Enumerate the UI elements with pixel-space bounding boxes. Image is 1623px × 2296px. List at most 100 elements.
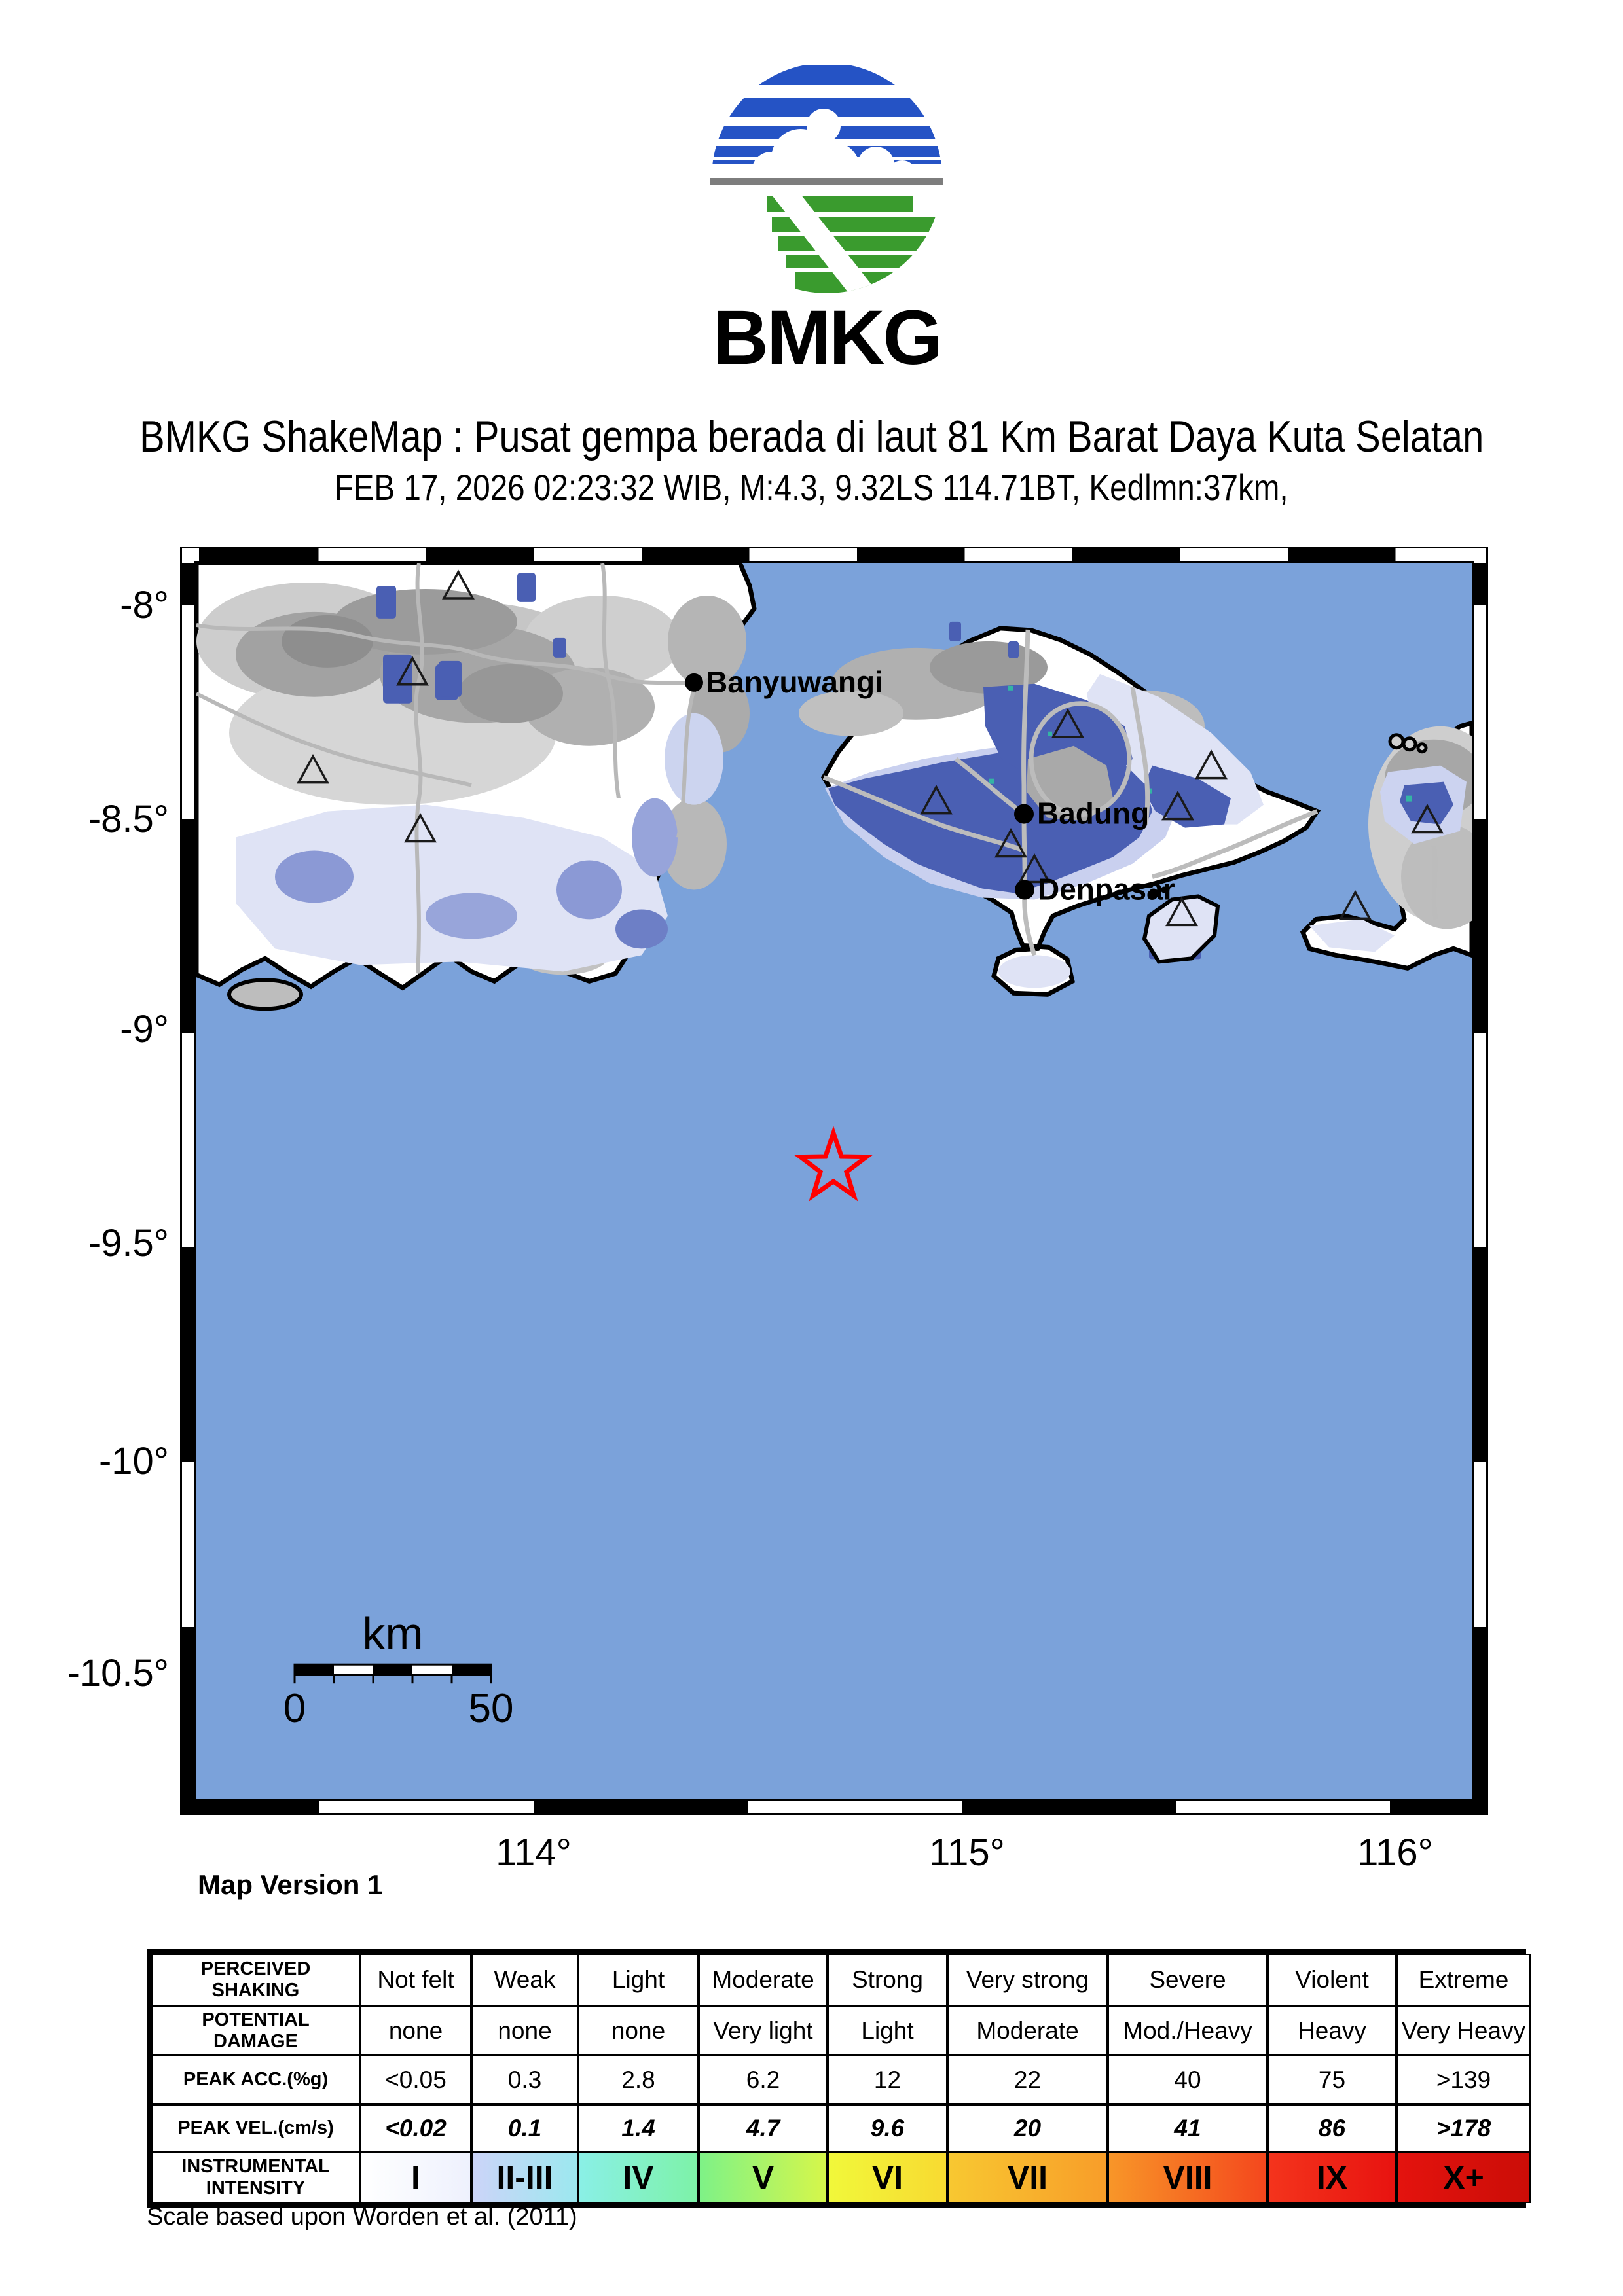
- lombok-road: [1431, 845, 1438, 920]
- page-title: BMKG ShakeMap : Pusat gempa berada di la…: [0, 411, 1623, 462]
- page-subtitle-text: FEB 17, 2026 02:23:32 WIB, M:4.3, 9.32LS…: [334, 467, 1289, 508]
- legend-cell: Heavy: [1267, 2006, 1396, 2055]
- intensity-cell-VII: VII: [947, 2152, 1108, 2203]
- lat-label-9: -9°: [120, 1008, 169, 1050]
- legend-cell: Very strong: [947, 1954, 1108, 2006]
- legend-cell: none: [578, 2006, 699, 2055]
- legend-cell: 22: [947, 2055, 1108, 2104]
- legend-cell: 4.7: [699, 2104, 828, 2152]
- intensity-cell-VI: VI: [828, 2152, 947, 2203]
- volcano-icon: [920, 785, 953, 815]
- city-label-denpasar: Denpasar: [1038, 872, 1175, 906]
- map-frame-band-bottom: [182, 1799, 1486, 1813]
- legend-cell: Moderate: [699, 1954, 828, 2006]
- city-dot-badung: [1014, 804, 1034, 824]
- legend-cell: none: [471, 2006, 578, 2055]
- volcano-icon: [1195, 749, 1228, 780]
- map-frame-band-left: [182, 563, 196, 1799]
- lat-label-10-5: -10.5°: [67, 1652, 169, 1695]
- lon-label-115: 115°: [929, 1831, 1005, 1874]
- legend-cell: Not felt: [360, 1954, 471, 2006]
- legend-row-header: INSTRUMENTAL INTENSITY: [151, 2152, 360, 2203]
- page-subtitle: FEB 17, 2026 02:23:32 WIB, M:4.3, 9.32LS…: [0, 466, 1623, 509]
- city-label-banyuwangi: Banyuwangi: [706, 665, 883, 699]
- lon-label-116: 116°: [1357, 1831, 1433, 1874]
- volcano-icon: [1051, 708, 1084, 738]
- legend-cell: Severe: [1108, 1954, 1267, 2006]
- legend-cell: <0.02: [360, 2104, 471, 2152]
- legend-cell: Strong: [828, 1954, 947, 2006]
- volcano-icon: [994, 827, 1027, 858]
- volcano-icon: [442, 569, 475, 600]
- legend-cell: Violent: [1267, 1954, 1396, 2006]
- bali-landmass: [799, 621, 1321, 997]
- volcano-icon: [1339, 889, 1372, 920]
- bmkg-emblem-icon: [710, 65, 943, 293]
- map-frame: Banyuwangi Badung Denpasar km 0 5: [180, 547, 1488, 1815]
- java-shaking-light: [236, 713, 723, 972]
- lat-label-9-5: -9.5°: [88, 1222, 169, 1265]
- city-label-badung: Badung: [1037, 797, 1149, 831]
- scale-bar: km 0 50: [283, 1608, 514, 1731]
- lon-label-114: 114°: [496, 1831, 572, 1874]
- legend-cell: 86: [1267, 2104, 1396, 2152]
- intensity-cell-IX: IX: [1267, 2152, 1396, 2203]
- legend-cell: 40: [1108, 2055, 1267, 2104]
- legend-cell: Light: [828, 2006, 947, 2055]
- city-dot-banyuwangi: [685, 673, 703, 692]
- legend-cell: >139: [1396, 2055, 1531, 2104]
- java-landmass: [196, 563, 757, 991]
- intensity-cell-I: I: [360, 2152, 471, 2203]
- lat-label-8: -8°: [120, 584, 169, 626]
- gili-islands: [1388, 733, 1428, 754]
- city-markers: Banyuwangi Badung Denpasar: [685, 665, 1175, 906]
- scale-bar-start: 0: [283, 1686, 306, 1731]
- legend-cell: none: [360, 2006, 471, 2055]
- map-version-note: Map Version 1: [198, 1869, 383, 1900]
- legend-row-header: PEAK VEL.(cm/s): [151, 2104, 360, 2152]
- epicenter-star-icon: [793, 1126, 873, 1202]
- lombok-shaking: [1309, 765, 1467, 952]
- legend-cell: Very light: [699, 2006, 828, 2055]
- legend-cell: Moderate: [947, 2006, 1108, 2055]
- legend-cell: Weak: [471, 1954, 578, 2006]
- map-frame-band-right: [1472, 563, 1486, 1799]
- legend-cell: 75: [1267, 2055, 1396, 2104]
- java-roads: [196, 563, 697, 974]
- java-shaking-strong: [376, 572, 566, 704]
- legend-cell: <0.05: [360, 2055, 471, 2104]
- shakemap-canvas: Banyuwangi Badung Denpasar km 0 5: [194, 561, 1474, 1801]
- volcano-icon: [1018, 853, 1051, 884]
- legend-cell: 2.8: [578, 2055, 699, 2104]
- legend-cell: Extreme: [1396, 1954, 1531, 2006]
- legend-cell: 0.3: [471, 2055, 578, 2104]
- legend-cell: Light: [578, 1954, 699, 2006]
- volcano-icon: [396, 656, 429, 686]
- nusa-penida-island: [1142, 886, 1220, 964]
- legend-cell: Mod./Heavy: [1108, 2006, 1267, 2055]
- scale-bar-end: 50: [469, 1686, 514, 1731]
- volcano-icon: [1165, 896, 1198, 927]
- intensity-cell-VIII: VIII: [1108, 2152, 1267, 2203]
- logo-clouds: [735, 109, 921, 201]
- volcano-markers: [297, 569, 1444, 927]
- legend-cell: Very Heavy: [1396, 2006, 1531, 2055]
- intensity-cell-II-III: II-III: [471, 2152, 578, 2203]
- legend-row-header: POTENTIAL DAMAGE: [151, 2006, 360, 2055]
- small-island-south-java: [227, 978, 303, 1011]
- legend-cell: 0.1: [471, 2104, 578, 2152]
- legend-row-header: PEAK ACC.(%g): [151, 2055, 360, 2104]
- legend-cell: 1.4: [578, 2104, 699, 2152]
- volcano-icon: [404, 812, 437, 843]
- logo-diagonal-cut: [771, 194, 879, 293]
- page-title-text: BMKG ShakeMap : Pusat gempa berada di la…: [139, 412, 1484, 461]
- volcano-icon: [1161, 791, 1194, 821]
- legend-row-header: PERCEIVED SHAKING: [151, 1954, 360, 2006]
- legend-cell: 6.2: [699, 2055, 828, 2104]
- map-frame-band-top: [182, 548, 1486, 563]
- legend-cell: 12: [828, 2055, 947, 2104]
- intensity-cell-V: V: [699, 2152, 828, 2203]
- logo-gray-bar: [710, 178, 943, 185]
- volcano-icon: [1411, 803, 1444, 834]
- legend-cell: >178: [1396, 2104, 1531, 2152]
